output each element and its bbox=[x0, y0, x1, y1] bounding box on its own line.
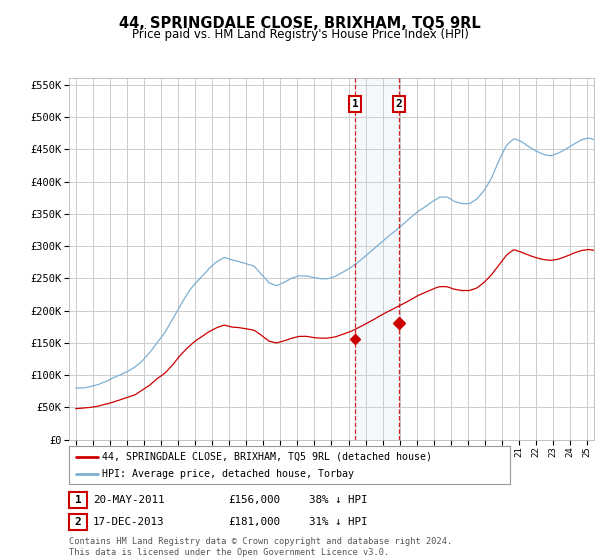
Text: 31% ↓ HPI: 31% ↓ HPI bbox=[309, 517, 367, 527]
Text: 2: 2 bbox=[395, 99, 403, 109]
Text: 38% ↓ HPI: 38% ↓ HPI bbox=[309, 495, 367, 505]
Text: £156,000: £156,000 bbox=[228, 495, 280, 505]
Text: 17-DEC-2013: 17-DEC-2013 bbox=[93, 517, 164, 527]
Text: Price paid vs. HM Land Registry's House Price Index (HPI): Price paid vs. HM Land Registry's House … bbox=[131, 28, 469, 41]
Text: 20-MAY-2011: 20-MAY-2011 bbox=[93, 495, 164, 505]
Text: 1: 1 bbox=[352, 99, 358, 109]
Text: £181,000: £181,000 bbox=[228, 517, 280, 527]
Text: 2: 2 bbox=[74, 517, 82, 527]
Text: 1: 1 bbox=[74, 495, 82, 505]
Text: 44, SPRINGDALE CLOSE, BRIXHAM, TQ5 9RL (detached house): 44, SPRINGDALE CLOSE, BRIXHAM, TQ5 9RL (… bbox=[102, 451, 432, 461]
Text: HPI: Average price, detached house, Torbay: HPI: Average price, detached house, Torb… bbox=[102, 469, 354, 479]
Bar bbox=[355, 78, 399, 440]
Text: 44, SPRINGDALE CLOSE, BRIXHAM, TQ5 9RL: 44, SPRINGDALE CLOSE, BRIXHAM, TQ5 9RL bbox=[119, 16, 481, 31]
Text: Contains HM Land Registry data © Crown copyright and database right 2024.
This d: Contains HM Land Registry data © Crown c… bbox=[69, 537, 452, 557]
